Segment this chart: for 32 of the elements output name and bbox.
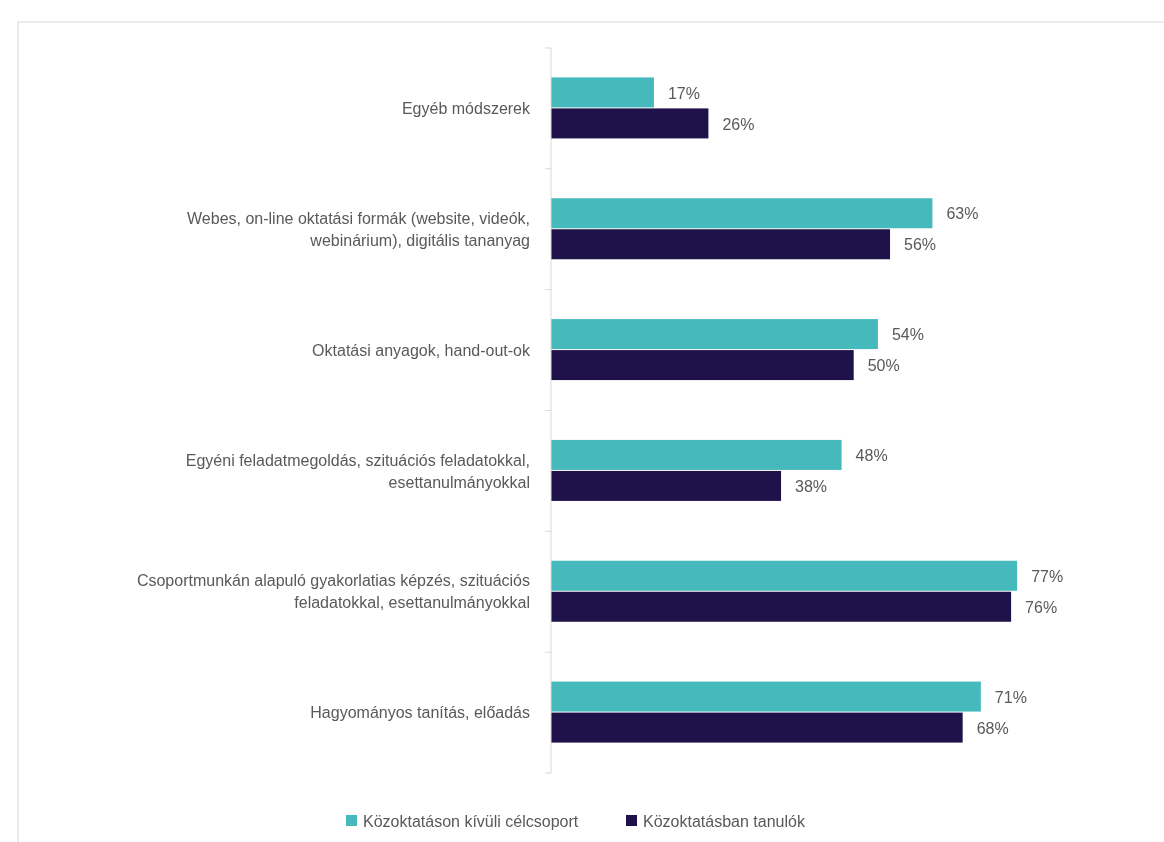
bar: [551, 560, 1018, 591]
bar: [551, 229, 891, 260]
data-label: 71%: [994, 688, 1027, 706]
data-label: 54%: [891, 326, 924, 344]
y-tick-label: Egyéni feladatmegoldás, szituációs feladatokkal, esettanulmányokkal: [185, 451, 530, 491]
bar: [551, 470, 782, 501]
data-label: 26%: [722, 115, 755, 133]
data-label: 76%: [1025, 598, 1058, 616]
bar: [551, 198, 933, 229]
legend-label: Közoktatásban tanulók: [643, 812, 806, 830]
data-label: 56%: [904, 236, 937, 254]
data-label: 63%: [946, 205, 979, 223]
y-tick-label: Hagyományos tanítás, előadás: [310, 704, 530, 722]
y-tick-label: Webes, on-line oktatási formák (website, videók, webinárium), digitális tananyag: [187, 209, 530, 249]
data-label: 68%: [976, 719, 1009, 737]
bar: [551, 591, 1012, 622]
data-label: 48%: [855, 447, 888, 465]
y-tick-label: Csoportmunkán alapuló gyakorlatias képzés, szituációs feladatokkal, esettanulmányokkal: [136, 572, 530, 612]
y-tick-label: Egyéb módszerek: [401, 100, 531, 118]
data-label: 38%: [795, 478, 828, 496]
legend-label: Közoktatáson kívüli célcsoport: [363, 812, 579, 830]
y-tick-label: Oktatási anyagok, hand-out-ok: [312, 341, 531, 359]
bar: [551, 350, 854, 381]
bar: [551, 681, 981, 712]
data-label: 50%: [867, 357, 900, 375]
data-label: 17%: [667, 84, 700, 102]
bar: [551, 319, 878, 350]
data-label: 77%: [1031, 567, 1064, 585]
bar: [551, 712, 963, 743]
bar: [551, 108, 709, 139]
bar: [551, 77, 654, 108]
bar: [551, 439, 842, 470]
